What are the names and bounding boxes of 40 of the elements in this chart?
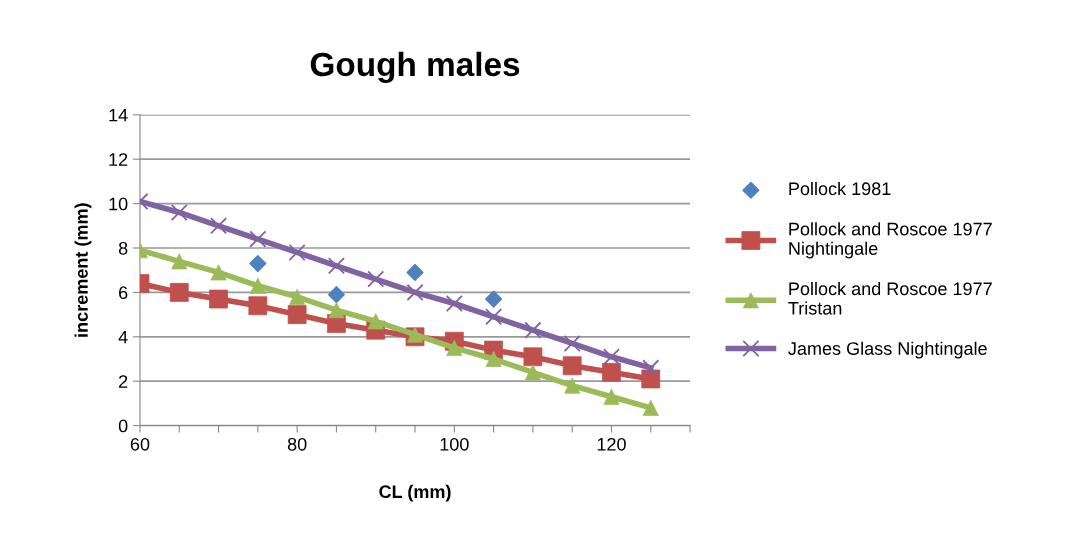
x-tick-label: 80	[287, 437, 307, 451]
y-tick-label: 0	[118, 419, 128, 433]
y-tick-label: 12	[109, 153, 128, 166]
point	[602, 348, 621, 366]
point	[249, 230, 267, 248]
point	[287, 305, 307, 324]
y-tick-label: 10	[109, 197, 128, 211]
point	[406, 263, 424, 281]
point	[445, 294, 463, 313]
point	[563, 334, 581, 353]
legend-label: Pollock 1981	[789, 181, 891, 196]
x-tick-label: 100	[440, 437, 469, 451]
y-axis-title: increment (mm)	[74, 203, 92, 337]
y-tick-label: 8	[118, 241, 128, 255]
y-tick-label: 4	[118, 330, 128, 344]
legend-label: Pollock and Roscoe 1977 Nightingale	[789, 222, 992, 259]
chart-title: Gough males	[310, 51, 520, 83]
point	[210, 217, 228, 235]
point	[327, 257, 345, 275]
point	[524, 321, 542, 339]
x-tick-label: 60	[130, 437, 150, 451]
point	[485, 290, 503, 308]
point	[249, 254, 267, 273]
x-axis-title: CL (mm)	[379, 484, 451, 502]
y-tick-label: 2	[119, 375, 128, 388]
point	[485, 308, 503, 326]
point	[602, 362, 621, 382]
point	[485, 351, 502, 367]
point	[523, 347, 543, 367]
point	[406, 283, 424, 301]
point	[367, 270, 385, 288]
x-tick-label: 120	[597, 437, 626, 451]
point	[170, 203, 188, 222]
point	[642, 359, 660, 377]
point	[288, 243, 306, 261]
point	[327, 286, 345, 304]
legend-label: Pollock and Roscoe 1977 Tristan	[788, 281, 992, 315]
y-tick-label: 6	[119, 286, 128, 300]
legend-label: James Glass Nightingale	[788, 341, 987, 359]
y-tick-label: 14	[109, 108, 128, 122]
